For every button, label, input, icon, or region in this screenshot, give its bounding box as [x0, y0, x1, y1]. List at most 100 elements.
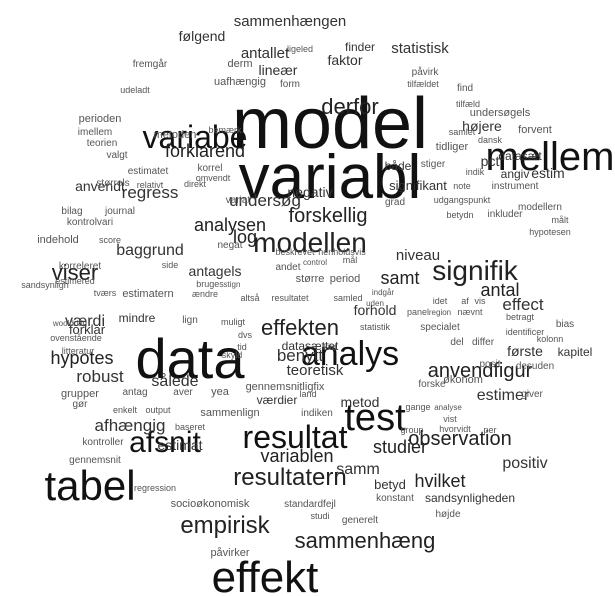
- word: negativ: [287, 184, 332, 200]
- word: ligeled: [287, 44, 313, 54]
- word: anvendt: [75, 178, 125, 194]
- word: metoden: [154, 129, 197, 141]
- word: instrument: [492, 181, 539, 192]
- word: korreleret: [59, 261, 101, 272]
- word: tilfældet: [407, 79, 439, 89]
- word: både: [385, 159, 412, 173]
- word: studi: [310, 511, 329, 521]
- word: henholdsvis: [318, 247, 366, 257]
- word: modellen: [253, 227, 367, 258]
- word: sandsynligheden: [425, 491, 515, 505]
- word: note: [453, 181, 471, 191]
- word: effekt: [212, 553, 319, 596]
- word: tid: [237, 342, 247, 352]
- word: uafhængig: [214, 76, 266, 88]
- word: variabe: [143, 119, 248, 155]
- word: antagels: [189, 263, 242, 279]
- word: indik: [466, 167, 485, 177]
- word: størrels: [96, 178, 129, 189]
- word: grupper: [61, 388, 99, 400]
- word: gange: [405, 402, 430, 412]
- word: påvirk: [412, 66, 440, 78]
- word: hypotesen: [529, 227, 571, 237]
- word: uden: [366, 299, 384, 308]
- word: datasættet: [282, 339, 339, 353]
- word: sammenhængen: [234, 13, 347, 30]
- word: hypotes: [50, 348, 113, 368]
- word: kontrolvari: [67, 217, 113, 228]
- word: forske: [418, 379, 446, 390]
- word: undersøg: [229, 191, 301, 210]
- word: identificer: [506, 327, 545, 337]
- word: derfor: [321, 94, 378, 119]
- word: sålede: [151, 372, 198, 390]
- word: posit: [479, 359, 500, 370]
- word: wooldridg: [52, 319, 87, 328]
- word: dansk: [478, 135, 503, 145]
- word: log: [233, 227, 257, 247]
- word: samt: [380, 268, 419, 288]
- word: enkelt: [113, 405, 138, 415]
- word: negat: [217, 240, 242, 251]
- word: betydn: [446, 210, 473, 220]
- word: robust: [76, 367, 124, 386]
- word: estimer: [477, 387, 530, 404]
- word: bias: [556, 319, 574, 330]
- word: af: [461, 296, 469, 306]
- word: bruges: [196, 279, 224, 289]
- word: forskellig: [289, 205, 368, 227]
- word: tidliger: [436, 141, 469, 153]
- word: værdi: [65, 313, 105, 330]
- word: period: [330, 273, 361, 285]
- word: kontroller: [82, 437, 124, 448]
- word: mål: [343, 255, 358, 265]
- word: variat: [226, 195, 251, 206]
- word: skyld: [222, 350, 243, 360]
- word: per: [483, 425, 496, 435]
- word: forvent: [518, 124, 552, 136]
- word: beskrevet: [275, 247, 315, 257]
- word: effekten: [261, 315, 339, 340]
- word: pct: [481, 153, 500, 169]
- word: imellem: [78, 127, 112, 138]
- word: estim: [531, 165, 564, 181]
- word: baseret: [175, 422, 206, 432]
- word: valgt: [106, 150, 127, 161]
- word: tværs: [94, 288, 117, 298]
- word: standardfejl: [284, 499, 336, 510]
- word: bilag: [61, 206, 82, 217]
- word: control: [303, 258, 327, 267]
- word: estimat: [157, 437, 202, 453]
- word: forklarend: [165, 141, 245, 161]
- word: grad: [385, 197, 405, 208]
- word: angiv: [501, 167, 530, 181]
- word: vist: [443, 414, 457, 424]
- word: følgend: [179, 28, 226, 44]
- word: variablen: [260, 446, 333, 466]
- word: større: [296, 273, 325, 285]
- word: studier: [373, 437, 427, 457]
- word: lineær: [259, 62, 298, 78]
- word: korrel: [197, 163, 222, 174]
- word: resultatern: [233, 464, 346, 491]
- word: nævnt: [457, 307, 483, 317]
- word: indgår: [372, 288, 395, 297]
- word: første: [507, 343, 543, 359]
- word: forhold: [354, 302, 397, 318]
- word: derm: [227, 58, 252, 70]
- word: betragt: [506, 312, 535, 322]
- word: resultat: [243, 419, 348, 455]
- word: kapitel: [558, 345, 593, 359]
- word: økonom: [443, 374, 483, 386]
- word: analysen: [194, 215, 266, 235]
- word: socioøkonomisk: [171, 498, 250, 510]
- word: sammenhæng: [295, 528, 436, 553]
- word: mindre: [119, 311, 156, 325]
- word: journal: [104, 206, 135, 217]
- word: højde: [435, 509, 460, 520]
- word: statistik: [360, 322, 391, 332]
- word: empirisk: [180, 512, 270, 539]
- word: test: [344, 397, 406, 439]
- word: tilfæld: [456, 99, 480, 109]
